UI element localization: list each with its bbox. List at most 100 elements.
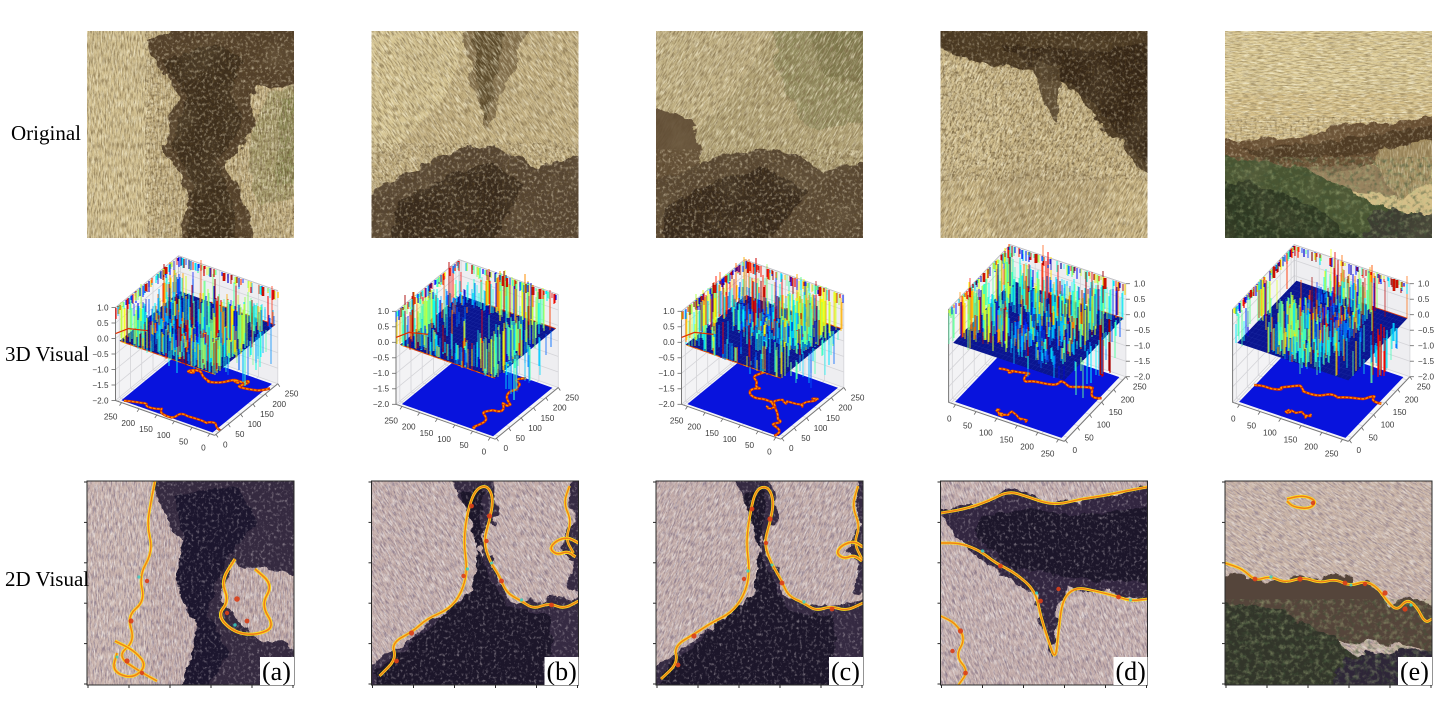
svg-text:250: 250 [1325, 449, 1339, 458]
svg-text:(b): (b) [547, 657, 577, 686]
svg-text:200: 200 [838, 404, 852, 413]
svg-text:250: 250 [1417, 383, 1431, 392]
svg-text:250: 250 [670, 416, 684, 425]
svg-text:0.5: 0.5 [1418, 295, 1430, 304]
svg-text:0.0: 0.0 [97, 334, 109, 343]
svg-text:−0.5: −0.5 [373, 354, 390, 363]
svg-text:50: 50 [459, 441, 469, 450]
svg-text:100: 100 [979, 429, 993, 438]
svg-text:−0.5: −0.5 [92, 350, 109, 359]
svg-text:50: 50 [1369, 433, 1379, 442]
svg-text:0.0: 0.0 [1418, 311, 1430, 320]
svg-text:200: 200 [272, 400, 286, 409]
svg-text:0.5: 0.5 [663, 323, 675, 332]
svg-text:50: 50 [745, 441, 755, 450]
svg-text:0.5: 0.5 [1134, 295, 1146, 304]
svg-text:−1.5: −1.5 [1134, 357, 1151, 366]
svg-text:−1.0: −1.0 [92, 365, 109, 374]
svg-text:1.0: 1.0 [97, 303, 109, 312]
svg-text:0: 0 [482, 448, 487, 457]
svg-text:−2.0: −2.0 [92, 396, 109, 405]
svg-text:0: 0 [1231, 415, 1236, 424]
svg-text:50: 50 [179, 437, 189, 446]
svg-text:1.0: 1.0 [1418, 280, 1430, 289]
svg-text:200: 200 [687, 423, 701, 432]
svg-text:−1.5: −1.5 [92, 381, 109, 390]
svg-text:−1.5: −1.5 [658, 385, 675, 394]
svg-text:−1.5: −1.5 [1418, 357, 1435, 366]
svg-text:1.0: 1.0 [378, 307, 390, 316]
svg-text:0.0: 0.0 [663, 338, 675, 347]
svg-text:2D Visual: 2D Visual [5, 567, 89, 591]
svg-text:3D Visual: 3D Visual [5, 342, 89, 366]
svg-text:−1.5: −1.5 [373, 385, 390, 394]
svg-text:1.0: 1.0 [663, 307, 675, 316]
svg-text:100: 100 [528, 424, 542, 433]
svg-text:150: 150 [1109, 408, 1123, 417]
svg-text:50: 50 [235, 430, 245, 439]
svg-text:250: 250 [1133, 383, 1147, 392]
svg-text:−1.0: −1.0 [1418, 342, 1435, 351]
svg-text:100: 100 [814, 424, 828, 433]
svg-text:250: 250 [1041, 449, 1055, 458]
svg-text:250: 250 [565, 394, 579, 403]
svg-text:200: 200 [402, 423, 416, 432]
svg-text:100: 100 [248, 420, 262, 429]
svg-text:200: 200 [1121, 395, 1135, 404]
svg-text:150: 150 [1284, 436, 1298, 445]
svg-text:250: 250 [285, 390, 299, 399]
svg-text:200: 200 [553, 404, 567, 413]
svg-text:0: 0 [767, 448, 772, 457]
svg-text:−1.0: −1.0 [658, 369, 675, 378]
svg-text:(e): (e) [1400, 657, 1429, 686]
svg-text:(c): (c) [831, 657, 860, 686]
svg-text:−2.0: −2.0 [1134, 373, 1151, 382]
svg-text:Original: Original [11, 121, 81, 145]
svg-text:0: 0 [1357, 446, 1362, 455]
svg-text:−1.0: −1.0 [1134, 342, 1151, 351]
svg-text:0.5: 0.5 [378, 323, 390, 332]
svg-text:200: 200 [1405, 395, 1419, 404]
svg-text:−0.5: −0.5 [658, 354, 675, 363]
svg-text:100: 100 [157, 431, 171, 440]
svg-text:1.0: 1.0 [1134, 280, 1146, 289]
svg-text:200: 200 [121, 419, 135, 428]
svg-text:150: 150 [139, 425, 153, 434]
svg-text:150: 150 [705, 429, 719, 438]
svg-text:100: 100 [1381, 421, 1395, 430]
svg-text:0.0: 0.0 [378, 338, 390, 347]
svg-text:0: 0 [1073, 446, 1078, 455]
svg-text:150: 150 [420, 429, 434, 438]
svg-text:0: 0 [789, 444, 794, 453]
svg-text:−0.5: −0.5 [1418, 326, 1435, 335]
svg-text:0: 0 [504, 444, 509, 453]
svg-text:150: 150 [541, 414, 555, 423]
svg-text:200: 200 [1020, 443, 1034, 452]
svg-text:0: 0 [223, 440, 228, 449]
svg-text:50: 50 [963, 422, 973, 431]
svg-text:−2.0: −2.0 [1418, 373, 1435, 382]
svg-text:150: 150 [260, 410, 274, 419]
svg-text:50: 50 [1085, 433, 1095, 442]
svg-text:150: 150 [826, 414, 840, 423]
svg-text:−1.0: −1.0 [373, 369, 390, 378]
svg-text:0: 0 [201, 444, 206, 453]
svg-text:50: 50 [1247, 422, 1257, 431]
svg-text:50: 50 [516, 434, 526, 443]
svg-text:100: 100 [723, 435, 737, 444]
svg-text:250: 250 [104, 413, 118, 422]
svg-text:100: 100 [437, 435, 451, 444]
svg-text:−2.0: −2.0 [658, 400, 675, 409]
svg-text:250: 250 [851, 394, 865, 403]
svg-text:(d): (d) [1116, 657, 1146, 686]
svg-text:(a): (a) [262, 657, 291, 686]
svg-text:250: 250 [384, 416, 398, 425]
svg-text:0.5: 0.5 [97, 319, 109, 328]
svg-text:50: 50 [801, 434, 811, 443]
svg-text:100: 100 [1097, 421, 1111, 430]
svg-text:150: 150 [1393, 408, 1407, 417]
svg-text:0: 0 [947, 415, 952, 424]
svg-text:200: 200 [1304, 443, 1318, 452]
svg-text:100: 100 [1263, 429, 1277, 438]
svg-text:0.0: 0.0 [1134, 311, 1146, 320]
